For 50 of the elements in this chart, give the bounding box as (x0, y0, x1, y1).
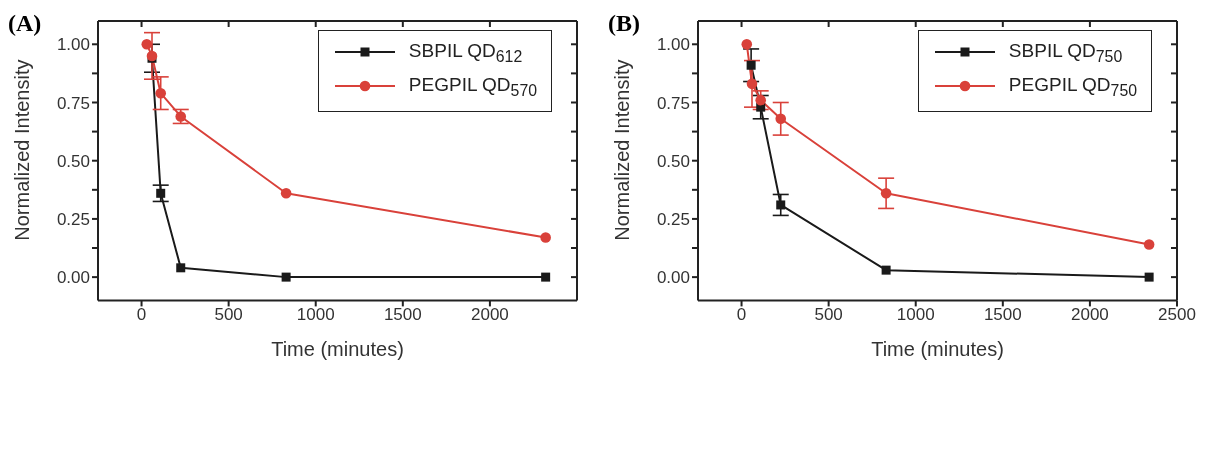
point (1143, 239, 1155, 250)
x-tick-label: 1500 (983, 305, 1022, 325)
point (880, 188, 892, 199)
point (755, 94, 767, 106)
x-tick-label: 0 (736, 305, 747, 325)
chart-title: (B) (608, 10, 640, 37)
point (141, 38, 153, 50)
point (156, 188, 166, 198)
legend-label: PEGPIL QD$_{570}$ (408, 73, 537, 99)
x-tick-label: 2500 (1158, 305, 1196, 325)
point (176, 263, 186, 273)
point (541, 272, 551, 282)
point (175, 111, 187, 122)
y-tick-label: 1.00 (656, 35, 690, 55)
y-tick-label: 0.50 (56, 151, 90, 171)
y-axis-title: Normalized Intensity (11, 59, 34, 241)
y-tick-label: 0.75 (656, 93, 690, 113)
y-axis-title: Normalized Intensity (611, 59, 634, 241)
x-tick-label: 500 (214, 305, 243, 325)
chart-title: (A) (8, 10, 42, 37)
point (1144, 272, 1154, 282)
point (540, 232, 551, 243)
y-tick-label: 0.75 (56, 93, 90, 113)
y-tick-label: 0.25 (656, 209, 690, 229)
x-tick-label: 2000 (471, 305, 509, 325)
y-tick-label: 1.00 (56, 35, 90, 55)
point (281, 272, 291, 282)
point (746, 60, 756, 70)
legend-label: SBPIL QD$_{612}$ (408, 40, 523, 65)
x-tick-label: 0 (136, 305, 147, 325)
point (881, 265, 891, 275)
x-axis-title: Time (minutes) (271, 338, 404, 361)
point (775, 113, 787, 125)
legend-label: SBPIL QD$_{750}$ (1008, 40, 1123, 65)
point (746, 78, 758, 90)
point (776, 200, 786, 210)
point (155, 87, 167, 99)
x-axis-title: Time (minutes) (871, 338, 1004, 361)
x-tick-label: 500 (814, 305, 843, 325)
point (741, 38, 753, 50)
x-tick-label: 1000 (296, 305, 335, 325)
y-tick-label: 0.00 (56, 268, 90, 288)
point (280, 188, 292, 199)
x-tick-label: 2000 (1071, 305, 1109, 325)
x-tick-label: 1500 (383, 305, 422, 325)
y-tick-label: 0.50 (656, 151, 690, 171)
y-tick-label: 0.00 (656, 268, 690, 288)
x-tick-label: 1000 (896, 305, 935, 325)
legend-label: PEGPIL QD$_{750}$ (1008, 73, 1137, 99)
y-tick-label: 0.25 (56, 209, 90, 229)
